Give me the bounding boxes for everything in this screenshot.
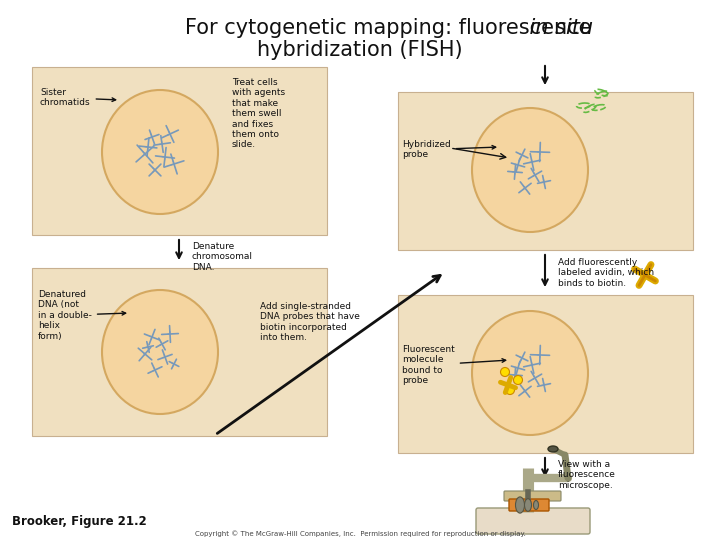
Text: Add fluorescently
labeled avidin, which
binds to biotin.: Add fluorescently labeled avidin, which … (558, 258, 654, 288)
Text: in situ: in situ (185, 18, 593, 38)
Text: For cytogenetic mapping: fluorescence: For cytogenetic mapping: fluorescence (185, 18, 598, 38)
Ellipse shape (102, 90, 218, 214)
Bar (32, 268, 327, 436)
FancyBboxPatch shape (504, 491, 561, 501)
Ellipse shape (500, 368, 510, 376)
Ellipse shape (513, 375, 523, 384)
Bar (32, 67, 327, 235)
Text: View with a
fluorescence
microscope.: View with a fluorescence microscope. (558, 460, 616, 490)
Bar (398, 295, 693, 453)
Ellipse shape (472, 108, 588, 232)
Text: Add single-stranded
DNA probes that have
biotin incorporated
into them.: Add single-stranded DNA probes that have… (260, 302, 360, 342)
Text: Hybridized
probe: Hybridized probe (402, 140, 495, 159)
FancyBboxPatch shape (509, 499, 549, 511)
Text: hybridization (FISH): hybridization (FISH) (257, 40, 463, 60)
Text: Fluorescent
molecule
bound to
probe: Fluorescent molecule bound to probe (402, 345, 505, 385)
Text: Sister
chromatids: Sister chromatids (40, 88, 116, 107)
Text: Denature
chromosomal
DNA.: Denature chromosomal DNA. (192, 242, 253, 272)
Bar (398, 92, 693, 250)
Ellipse shape (534, 501, 539, 510)
Ellipse shape (524, 499, 531, 511)
Text: Denatured
DNA (not
in a double-
helix
form): Denatured DNA (not in a double- helix fo… (38, 290, 126, 341)
Ellipse shape (516, 497, 524, 513)
Text: Copyright © The McGraw-Hill Companies, Inc.  Permission required for reproductio: Copyright © The McGraw-Hill Companies, I… (194, 530, 526, 537)
Text: Treat cells
with agents
that make
them swell
and fixes
them onto
slide.: Treat cells with agents that make them s… (232, 78, 285, 150)
Ellipse shape (505, 386, 515, 395)
FancyBboxPatch shape (476, 508, 590, 534)
Ellipse shape (472, 311, 588, 435)
Text: Brooker, Figure 21.2: Brooker, Figure 21.2 (12, 515, 147, 528)
Ellipse shape (102, 290, 218, 414)
Ellipse shape (548, 446, 558, 452)
